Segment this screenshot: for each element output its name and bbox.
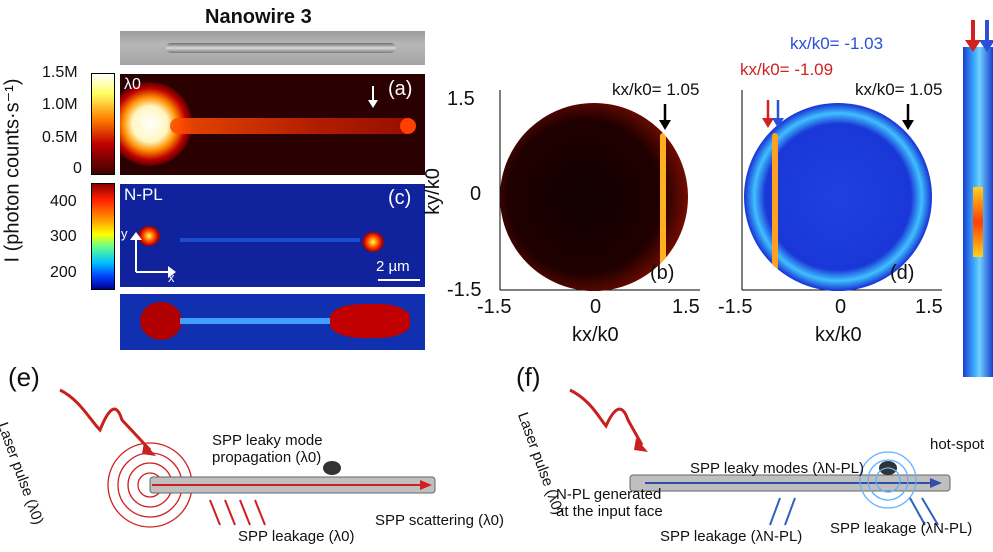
colorbar-tick: 200 xyxy=(50,264,77,281)
panel-e-laser: Laser pulse (λ0) xyxy=(0,420,47,527)
b-ytick: 1.5 xyxy=(447,88,475,110)
b-xtick: 1.5 xyxy=(672,296,700,318)
panel-f-leakage-left: SPP leakage (λN-PL) xyxy=(660,528,803,545)
colorbar-tick: 400 xyxy=(50,193,77,210)
scalebar xyxy=(378,279,420,281)
panel-b-label: (b) xyxy=(650,262,675,284)
colorbar-tick: 0.5M xyxy=(42,129,78,146)
side-strip-image xyxy=(963,47,993,377)
arrow-icon xyxy=(368,86,378,108)
panel-d-label: (d) xyxy=(890,262,915,284)
panel-c-saturated-image xyxy=(120,294,425,350)
panel-f-label: (f) xyxy=(516,362,541,392)
panel-c-text: N-PL xyxy=(124,185,163,204)
arrow-icon xyxy=(659,104,671,130)
panel-a-label: (a) xyxy=(388,78,413,100)
colorbar-tick: 0 xyxy=(73,160,82,177)
xy-axes-icon xyxy=(130,232,176,278)
panel-e-propagation: SPP leaky mode propagation (λ0) xyxy=(212,432,323,466)
panel-a-image xyxy=(120,74,425,175)
b-xlabel: kx/k0 xyxy=(572,324,619,346)
b-ylabel: ky/k0 xyxy=(421,168,444,215)
panel-e-label: (e) xyxy=(8,362,40,392)
panel-d-image xyxy=(744,103,932,291)
colorbar-tick: 1.0M xyxy=(42,96,78,113)
arrow-icon xyxy=(965,20,993,52)
axis-y-text: y xyxy=(121,226,128,241)
b-xtick: 0 xyxy=(590,296,602,318)
d-xtick: -1.5 xyxy=(718,296,753,318)
panel-e-scattering: SPP scattering (λ0) xyxy=(375,512,504,529)
panel-d-annotation-red: kx/k0= -1.09 xyxy=(740,60,834,79)
panel-f-hotspot: hot-spot xyxy=(930,436,985,453)
b-ytick: 0 xyxy=(470,183,482,205)
panel-e-leakage: SPP leakage (λ0) xyxy=(238,528,355,545)
colorbar-tick: 1.5M xyxy=(42,64,78,81)
panel-b-annotation: kx/k0= 1.05 xyxy=(612,80,700,99)
scalebar-label: 2 µm xyxy=(376,258,410,275)
colorbar-npl xyxy=(91,183,115,290)
arrow-icon xyxy=(762,100,784,128)
arrow-icon xyxy=(902,104,914,130)
panel-d-annotation-black: kx/k0= 1.05 xyxy=(855,80,943,99)
panel-f-leakage-right: SPP leakage (λN-PL) xyxy=(830,520,973,537)
panel-b-image xyxy=(500,103,688,291)
panel-a-wavelength: λ0 xyxy=(124,76,141,93)
panel-f-npl: N-PL generated at the input face xyxy=(556,486,663,520)
figure-title: Nanowire 3 xyxy=(205,6,312,28)
axis-x-text: x xyxy=(168,270,175,285)
nanowire-optical-image xyxy=(120,31,425,65)
d-xlabel: kx/k0 xyxy=(815,324,862,346)
panel-f-schematic xyxy=(569,388,951,526)
b-xtick: -1.5 xyxy=(477,296,512,318)
d-xtick: 0 xyxy=(835,296,847,318)
b-ytick: -1.5 xyxy=(447,279,482,301)
colorbar-intensity xyxy=(91,73,115,175)
d-xtick: 1.5 xyxy=(915,296,943,318)
panel-e-schematic xyxy=(59,388,436,528)
colorbar-tick: 300 xyxy=(50,228,77,245)
y-axis-label: I (photon counts·s⁻¹) xyxy=(1,78,24,263)
panel-f-modes: SPP leaky modes (λN-PL) xyxy=(690,460,864,477)
panel-c-label: (c) xyxy=(388,187,412,209)
panel-d-annotation-blue: kx/k0= -1.03 xyxy=(790,34,884,53)
